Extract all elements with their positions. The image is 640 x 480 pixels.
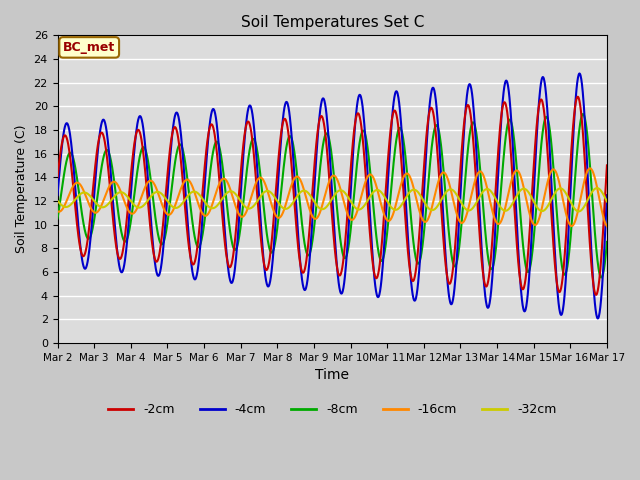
Text: BC_met: BC_met xyxy=(63,41,115,54)
Y-axis label: Soil Temperature (C): Soil Temperature (C) xyxy=(15,125,28,253)
X-axis label: Time: Time xyxy=(316,368,349,382)
Legend: -2cm, -4cm, -8cm, -16cm, -32cm: -2cm, -4cm, -8cm, -16cm, -32cm xyxy=(103,398,561,421)
Title: Soil Temperatures Set C: Soil Temperatures Set C xyxy=(241,15,424,30)
